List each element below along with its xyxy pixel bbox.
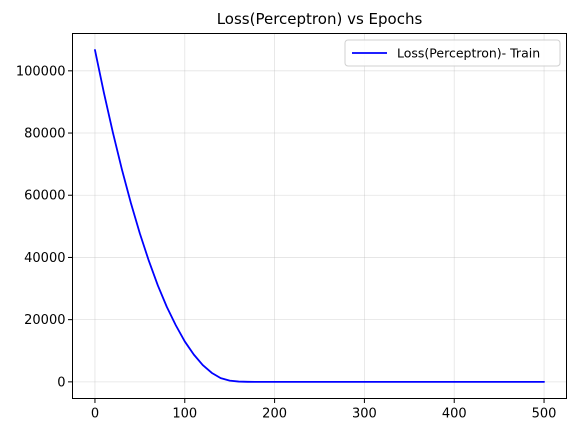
x-tick-label: 0	[91, 407, 99, 422]
x-tick-label: 100	[172, 407, 197, 422]
plot-frame	[72, 33, 567, 399]
x-tick-label: 500	[532, 407, 557, 422]
legend-label: Loss(Perceptron)- Train	[397, 46, 540, 61]
series-line	[94, 49, 545, 383]
chart-title: Loss(Perceptron) vs Epochs	[217, 10, 423, 28]
y-tick-label: 20000	[24, 313, 65, 328]
x-axis: 0 100 200 300 400 500	[91, 398, 557, 422]
series-layer	[94, 49, 545, 383]
y-axis: 0 20000 40000 60000 80000 100000	[16, 64, 73, 390]
legend-box	[344, 39, 561, 67]
y-tick-label: 0	[57, 375, 65, 390]
x-tick-label: 300	[352, 407, 377, 422]
y-tick-label: 80000	[24, 127, 65, 142]
x-tick-label: 200	[262, 407, 287, 422]
y-tick-label: 100000	[16, 64, 66, 79]
x-tick-label: 400	[442, 407, 467, 422]
y-tick-label: 40000	[24, 251, 65, 266]
y-tick-label: 60000	[24, 189, 65, 204]
legend: Loss(Perceptron)- Train	[344, 39, 561, 67]
grid	[72, 33, 567, 399]
